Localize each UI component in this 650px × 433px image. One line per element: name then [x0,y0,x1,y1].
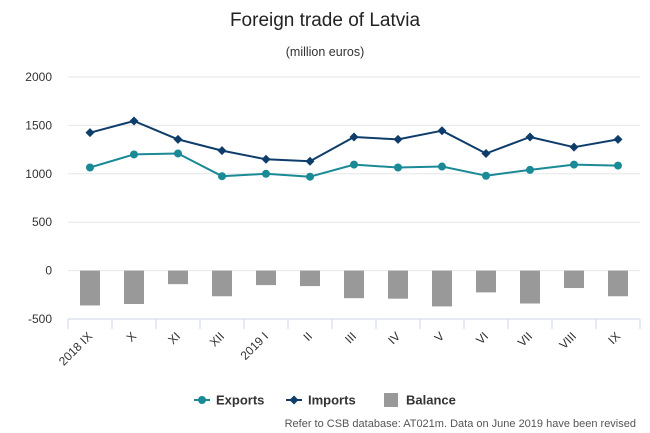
exports-point [218,172,226,181]
imports-point [349,132,359,142]
exports-point [482,171,490,180]
exports-point [262,169,270,178]
exports-point [570,160,578,169]
balance-bar [608,270,628,297]
exports-point [130,150,138,159]
exports-point [86,163,94,172]
legend-label-balance: Balance [406,393,456,408]
legend-symbol-balance [384,393,398,407]
chart-title: Foreign trade of Latvia [230,10,421,31]
legend: Exports Imports Balance [194,393,456,408]
imports-point [437,126,447,136]
balance-bar [520,270,540,304]
balance-bar [388,270,408,299]
exports-point [526,165,534,174]
x-tick-label: II [301,329,316,344]
imports-point [129,116,139,126]
balance-bar [256,270,276,286]
x-tick-label: X [124,329,140,345]
x-tick-label: IX [605,329,623,347]
trade-lines [85,116,623,181]
balance-bar [344,270,364,299]
legend-label-exports: Exports [216,393,264,408]
y-tick-label: 1000 [25,167,52,181]
y-tick-label: 2000 [25,70,52,84]
x-tick-label: VII [515,329,535,349]
balance-bar [432,270,452,307]
chart-subtitle: (million euros) [286,45,365,59]
exports-point [614,161,622,170]
balance-bar [168,270,188,285]
y-tick-label: 0 [45,264,52,278]
imports-point [261,154,271,164]
imports-point [173,134,183,144]
imports-point [569,142,579,152]
imports-point [393,134,403,144]
imports-point [481,148,491,158]
y-tick-label: 500 [32,215,52,229]
balance-bar [124,270,144,304]
exports-point [438,162,446,171]
exports-point [174,149,182,158]
balance-bar [212,270,232,297]
y-tick-label: -500 [28,312,52,326]
legend-marker-imports [289,395,299,405]
imports-point [613,134,623,144]
x-tick-label: VIII [556,329,579,352]
y-axis-tick-labels: -500 0 500 1000 1500 2000 [25,70,52,326]
legend-label-imports: Imports [308,393,356,408]
x-tick-label: XII [207,329,227,349]
x-tick-label: IV [385,329,403,347]
imports-point [525,132,535,142]
balance-bars [80,270,628,307]
balance-bar [564,270,584,289]
imports-point [85,128,95,138]
exports-point [306,172,314,181]
x-tick-label: III [342,329,359,346]
exports-point [350,160,358,169]
imports-point [305,156,315,166]
balance-bar [300,270,320,287]
x-tick-label: 2018 IX [56,329,95,368]
x-tick-label: XI [165,329,183,347]
exports-point [394,163,402,172]
source-footnote: Refer to CSB database: AT021m. Data on J… [285,418,636,430]
x-tick-label: 2019 I [238,329,271,362]
x-axis: 2018 IX X XI XII 2019 I II III IV V VI VII VIII IX [56,318,641,368]
x-tick-label: V [432,329,448,345]
x-tick-label: VI [473,329,491,347]
y-tick-label: 1500 [25,118,52,132]
balance-bar [476,270,496,293]
legend-marker-exports [198,396,206,404]
imports-point [217,146,227,156]
balance-bar [80,270,100,306]
